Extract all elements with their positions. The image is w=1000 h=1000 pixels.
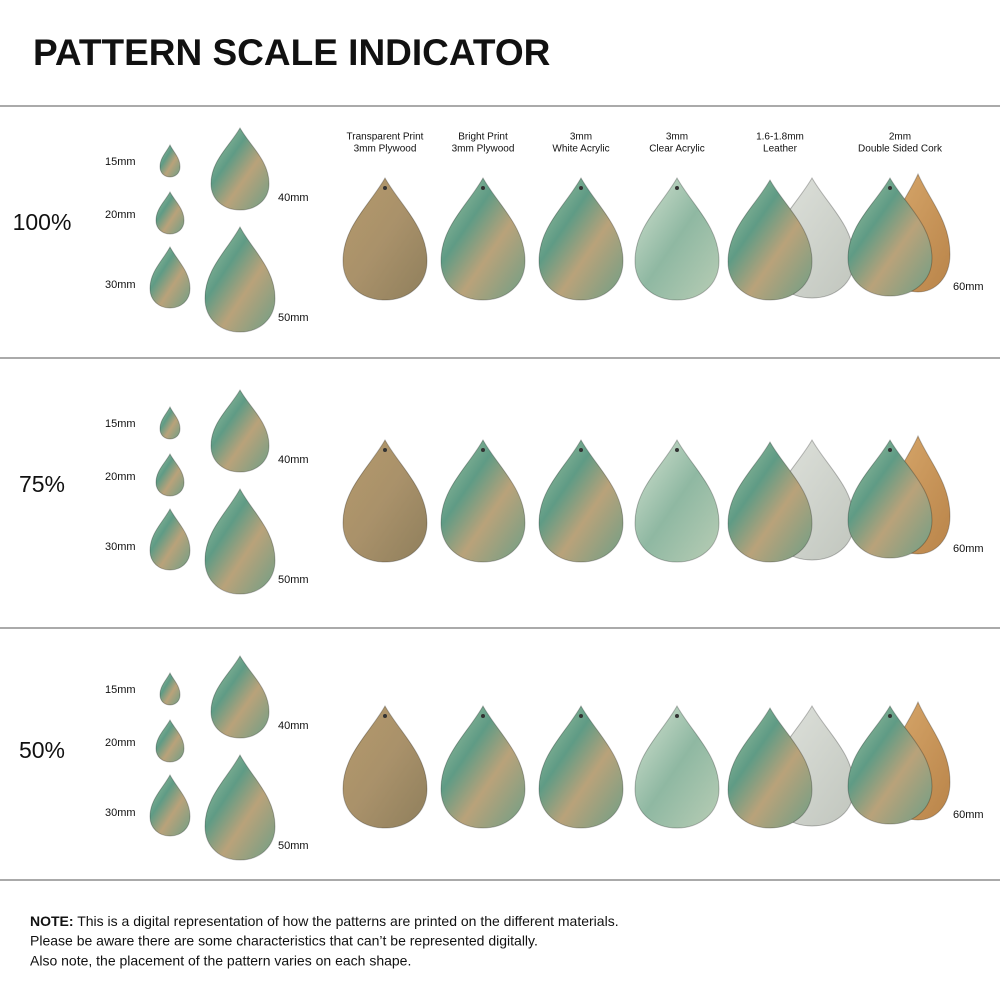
material-name: Double Sided Cork [858,144,943,155]
teardrop [538,438,624,563]
size-label: 15mm [105,684,136,696]
note-line: NOTE: This is a digital representation o… [30,913,619,929]
hole [481,714,485,718]
teardrop [159,671,181,706]
teardrop [155,718,185,763]
teardrop [440,176,526,301]
teardrop [847,177,933,297]
teardrop [440,704,526,829]
hole [579,448,583,452]
teardrop [634,438,720,563]
material-name: Clear Acrylic [649,144,705,155]
teardrop [440,438,526,563]
size-label: 20mm [105,209,136,221]
material-name: Bright Print [458,132,508,143]
teardrop [149,773,191,837]
hole [481,186,485,190]
teardrop [538,176,624,301]
hole [579,714,583,718]
teardrop [342,438,428,563]
hole [383,448,387,452]
size-label: 60mm [953,543,984,555]
note-label: NOTE: [30,913,74,929]
teardrop [727,440,813,563]
note-line: Please be aware there are some character… [30,933,538,949]
size-label: 50mm [278,574,309,586]
teardrop [727,706,813,829]
size-label: 40mm [278,454,309,466]
scale-label: 50% [19,737,65,763]
hole [675,448,679,452]
size-label: 60mm [953,809,984,821]
teardrop [847,439,933,559]
teardrop [634,704,720,829]
hole [481,448,485,452]
teardrop [538,704,624,829]
teardrop [155,452,185,497]
teardrop [210,127,270,211]
size-label: 20mm [105,471,136,483]
teardrop [204,753,276,861]
material-name: White Acrylic [552,144,609,155]
size-label: 15mm [105,418,136,430]
size-label: 30mm [105,807,136,819]
material-name: 3mm Plywood [354,144,417,155]
teardrop [727,178,813,301]
size-label: 20mm [105,737,136,749]
material-name: Leather [763,144,798,155]
teardrop [204,487,276,595]
teardrop [149,245,191,309]
scale-label: 75% [19,471,65,497]
teardrop [847,705,933,825]
teardrop [634,176,720,301]
hole [675,714,679,718]
teardrop [342,176,428,301]
page-title: PATTERN SCALE INDICATOR [33,32,550,73]
note-line: Also note, the placement of the pattern … [30,953,411,969]
material-name: 2mm [889,132,911,143]
material-name: Transparent Print [347,132,424,143]
hole [383,186,387,190]
teardrop [210,389,270,473]
hole [675,186,679,190]
size-label: 30mm [105,541,136,553]
teardrop [149,507,191,571]
hole [888,448,892,452]
size-label: 50mm [278,312,309,324]
teardrop [155,190,185,235]
teardrop [210,655,270,739]
teardrop [342,704,428,829]
hole [579,186,583,190]
size-label: 40mm [278,192,309,204]
size-label: 15mm [105,156,136,168]
scale-label: 100% [13,209,72,235]
teardrop [159,405,181,440]
hole [888,714,892,718]
size-label: 50mm [278,840,309,852]
material-name: 1.6-1.8mm [756,132,804,143]
material-name: 3mm [570,132,592,143]
size-label: 30mm [105,279,136,291]
material-name: 3mm Plywood [452,144,515,155]
size-label: 40mm [278,720,309,732]
hole [383,714,387,718]
teardrop [159,143,181,178]
size-label: 60mm [953,281,984,293]
note-text: This is a digital representation of how … [77,913,618,929]
material-name: 3mm [666,132,688,143]
teardrop [204,225,276,333]
hole [888,186,892,190]
